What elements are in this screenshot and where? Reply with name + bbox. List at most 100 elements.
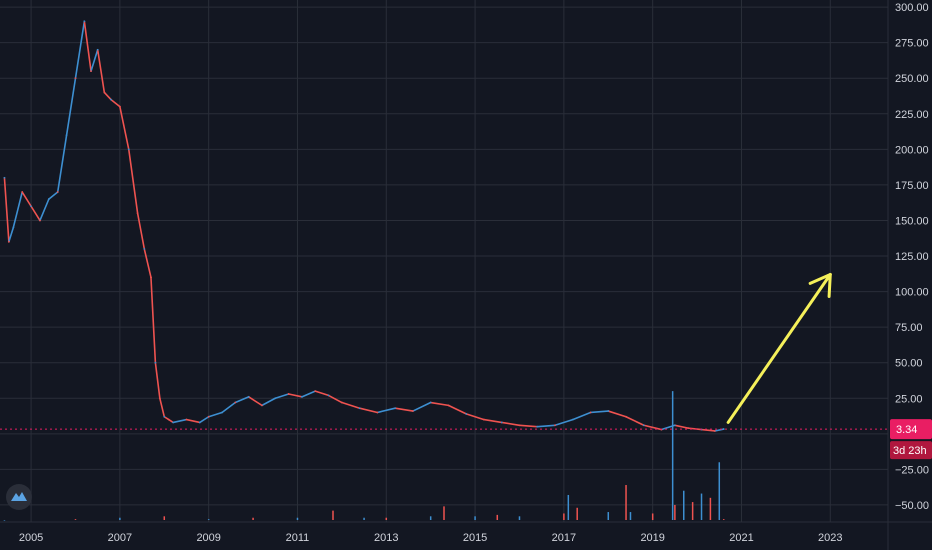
y-tick-label: 275.00 [895,38,929,50]
price-segment [8,226,15,243]
price-point [394,407,397,410]
price-point [607,410,610,412]
price-point [247,395,250,398]
price-point [207,415,210,418]
price-point [429,401,432,404]
price-segment [39,198,50,222]
price-point [301,395,303,398]
price-segment [607,410,627,418]
price-point [158,397,161,400]
x-tick-label: 2015 [463,532,487,544]
price-point [287,393,290,395]
last-price-badge [890,419,932,440]
price-point [96,48,99,51]
price-point [554,424,556,427]
price-segment [660,424,676,431]
price-segment [30,205,41,222]
price-point [500,421,503,424]
price-point [154,361,157,364]
price-segment [172,418,188,424]
tradingview-logo[interactable] [6,484,32,510]
price-point [163,415,166,418]
price-point [198,421,201,424]
price-point [713,430,716,432]
price-segment [207,411,223,418]
price-segment [127,148,139,215]
price-segment [261,397,277,407]
price-point [358,407,361,410]
price-segment [518,424,539,428]
price-segment [412,401,432,412]
price-point [65,134,68,137]
price-segment [65,77,77,136]
price-point [39,219,41,222]
price-point [118,105,121,108]
price-segment [96,48,106,94]
price-point [536,425,539,428]
price-point [47,198,50,201]
x-tick-label: 2023 [818,532,842,544]
price-segment [625,415,645,427]
countdown-badge [890,441,932,460]
price-segment [447,404,468,415]
price-point [103,91,106,94]
price-point [261,404,263,407]
price-segment [483,418,503,424]
price-point [340,401,343,404]
annotation-layer [0,273,888,430]
price-segment [687,427,703,431]
price-segment [12,191,24,229]
price-point [376,411,379,414]
y-tick-label: 75.00 [895,322,923,334]
price-point [483,418,485,421]
x-tick-label: 2021 [729,532,753,544]
x-tick-label: 2017 [552,532,576,544]
y-tick-label: −25.00 [895,464,929,476]
price-point [642,424,645,427]
y-tick-label: 100.00 [895,287,929,299]
price-point [3,176,6,179]
price-segment [74,20,86,80]
price-point [12,226,15,229]
price-segment [465,413,485,421]
price-segment [642,424,663,431]
price-segment [247,396,263,407]
price-segment [554,418,574,427]
y-tick-label: 175.00 [895,180,929,192]
y-tick-label: 25.00 [895,393,923,405]
last-price-label: 3.34 [896,424,917,436]
price-segment [221,401,237,414]
price-segment [358,407,379,414]
price-point [234,401,237,404]
countdown-label: 3d 23h [893,445,927,457]
price-point [150,276,152,279]
price-segment [185,418,201,424]
price-point [172,421,175,424]
price-point [185,418,188,421]
price-point [447,404,450,407]
price-segment [110,98,121,108]
price-point [571,418,574,421]
price-segment [103,91,112,101]
price-point [136,212,139,215]
annotation-arrow-head[interactable] [808,273,832,298]
price-segment [301,390,317,398]
price-segment [327,394,343,404]
y-tick-label: −50.00 [895,500,929,512]
price-point [274,397,277,400]
price-point [314,390,317,393]
price-segment [234,396,250,404]
price-point [110,98,112,101]
price-segment [429,401,450,407]
annotation-arrow-shaft[interactable] [726,273,832,424]
price-segment [143,248,152,279]
x-tick-label: 2019 [640,532,664,544]
price-segment [154,361,161,400]
x-tick-label: 2013 [374,532,398,544]
price-segment [589,410,610,414]
x-tick-label: 2005 [19,532,43,544]
price-point [625,415,627,418]
